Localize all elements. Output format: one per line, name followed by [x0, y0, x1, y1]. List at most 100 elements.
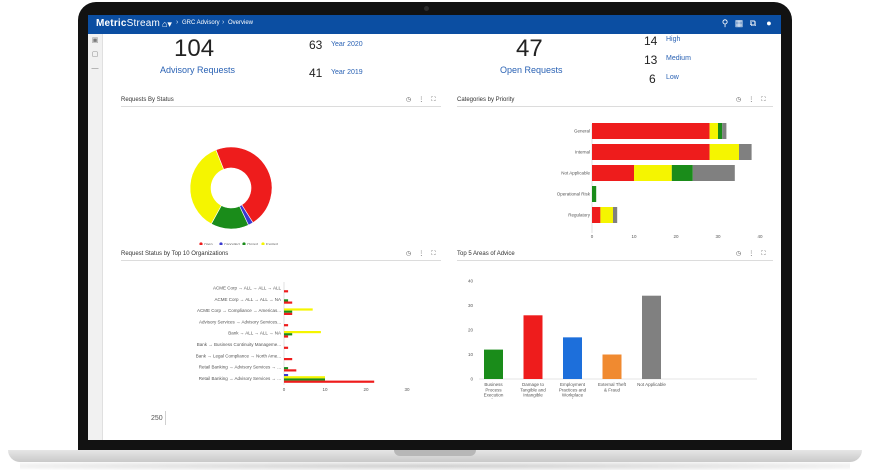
bar-internal-not-applicable	[739, 144, 752, 160]
high-priority-label[interactable]: High	[666, 36, 681, 43]
category-label-employment-practices-and-workplace-safety-2: Practices and	[559, 387, 587, 392]
category-label-8: Retail Banking → Advisory Services → ...	[199, 365, 281, 370]
bar-4-open	[284, 324, 289, 327]
history-icon[interactable]: ◷	[736, 97, 742, 103]
top-organizations-chart: ACME Corp → ALL → ALL → ALL ACME Corp → A…	[196, 282, 410, 392]
bar-damage-to-tangible-and-intangible-assets	[523, 315, 543, 379]
category-label-employment-practices-and-workplace-safety-1: Employment	[560, 382, 586, 387]
category-label-internal: Internal	[575, 150, 590, 155]
year-2020-label[interactable]: Year 2020	[331, 41, 363, 48]
bar-regulatory-not-applicable	[613, 207, 618, 223]
bar-5-expired	[284, 331, 321, 334]
panel-title: Request Status by Top 10 Organizations	[121, 251, 229, 257]
bar-not-applicable	[642, 295, 661, 379]
category-label-damage-to-tangible-and-intangible-assets-4: Assets	[526, 398, 540, 399]
medium-priority-count: 13	[644, 53, 658, 67]
more-icon[interactable]: ⋮	[748, 97, 755, 103]
footer-axis-line	[165, 411, 166, 425]
legend-label-expired: Expired	[266, 243, 278, 246]
bar-general-medium	[709, 123, 718, 139]
category-label-general: General	[574, 129, 590, 134]
chat-icon[interactable]: ▢	[91, 51, 99, 58]
category-label-external-theft-fraud-2: & Fraud	[604, 387, 621, 392]
bar-general-low	[718, 123, 723, 139]
user-icon[interactable]: ●	[766, 18, 772, 28]
category-label-9: Retail Banking → Advisory Services → ...	[199, 376, 281, 381]
y-tick-label-30: 30	[468, 303, 474, 308]
bar-1-open	[284, 290, 289, 293]
laptop-shadow	[20, 462, 850, 470]
x-tick-label-0: 0	[283, 387, 286, 392]
brand-logo[interactable]: MetricStream	[96, 18, 160, 29]
breadcrumb-grc-advisory[interactable]: GRC Advisory	[182, 20, 220, 26]
category-label-business-process-execution-failures-1: Business	[484, 382, 503, 387]
more-icon[interactable]: ⋮	[748, 251, 755, 257]
expand-icon[interactable]: ⛶	[761, 97, 766, 103]
menu-icon[interactable]: —	[91, 65, 99, 72]
bar-9-expired	[284, 376, 325, 379]
history-icon[interactable]: ◷	[736, 251, 742, 257]
category-label-damage-to-tangible-and-intangible-assets-3: Intangible	[523, 393, 543, 398]
category-label-not-applicable: Not Applicable	[561, 171, 590, 176]
legend-label-cancelled: Cancelled	[224, 243, 240, 246]
expand-icon[interactable]: ⛶	[431, 97, 436, 103]
high-priority-count: 14	[644, 34, 658, 48]
year-2019-label[interactable]: Year 2019	[331, 69, 363, 76]
layers-icon[interactable]: ▣	[91, 37, 99, 44]
calendar-icon[interactable]: ▦	[734, 18, 744, 28]
expand-icon[interactable]: ⛶	[431, 251, 436, 257]
search-icon[interactable]: ⚲	[721, 18, 729, 28]
expand-icon[interactable]: ⛶	[761, 251, 766, 257]
history-icon[interactable]: ◷	[406, 251, 412, 257]
copy-icon[interactable]: ⧉	[749, 18, 757, 28]
brand-name-suffix: Stream	[126, 18, 161, 29]
category-label-damage-to-tangible-and-intangible-assets-1: Damage to	[522, 382, 545, 387]
category-label-employment-practices-and-workplace-safety-4: Safety	[566, 398, 580, 399]
home-icon[interactable]: ⌂▾	[162, 19, 172, 29]
requests-by-status-chart: Open Cancelled Closed Expired	[189, 146, 278, 246]
legend-label-closed: Closed	[247, 243, 258, 246]
top-navigation-bar: MetricStream ⌂▾ › GRC Advisory › Overvie…	[88, 15, 781, 34]
bar-regulatory-medium	[600, 207, 613, 223]
low-priority-label[interactable]: Low	[666, 74, 679, 81]
bar-operational-risk-low	[592, 186, 597, 202]
bar-internal-medium	[709, 144, 739, 160]
categories-by-priority-chart: General Internal Not Applicable Operational…	[557, 123, 763, 239]
category-label-1: ACME Corp → ALL → ALL → ALL	[213, 286, 281, 291]
bar-9-open	[284, 380, 375, 383]
category-label-regulatory: Regulatory	[568, 213, 591, 218]
laptop-notch	[394, 450, 476, 456]
advisory-requests-label[interactable]: Advisory Requests	[160, 65, 236, 75]
year-2019-count: 41	[309, 66, 323, 80]
y-tick-label-40: 40	[468, 279, 474, 284]
bar-general-high	[592, 123, 710, 139]
category-label-external-theft-fraud-1: External Theft	[598, 382, 627, 387]
category-label-operational-risk: Operational Risk	[557, 192, 591, 197]
bar-not-applicable-high	[592, 165, 634, 181]
x-tick-label-10: 10	[322, 387, 328, 392]
more-icon[interactable]: ⋮	[418, 251, 425, 257]
bar-business-process-execution-failures	[484, 349, 503, 379]
panel-title: Categories by Priority	[457, 97, 515, 103]
category-label-damage-to-tangible-and-intangible-assets-2: Tangible and	[520, 387, 546, 392]
medium-priority-label[interactable]: Medium	[666, 55, 691, 62]
bar-internal-high	[592, 144, 710, 160]
breadcrumb-overview[interactable]: Overview	[228, 20, 254, 26]
history-icon[interactable]: ◷	[406, 97, 412, 103]
bar-3-closed	[284, 310, 293, 313]
more-icon[interactable]: ⋮	[418, 97, 425, 103]
bar-2-open	[284, 301, 293, 304]
open-requests-label[interactable]: Open Requests	[500, 65, 563, 75]
panel-toolbar: ◷ ⋮ ⛶	[729, 250, 765, 258]
laptop-base	[8, 450, 862, 462]
panel-title: Requests By Status	[121, 97, 174, 103]
bar-external-theft-fraud	[602, 354, 622, 379]
x-tick-label-40: 40	[757, 234, 763, 239]
legend-marker-expired	[261, 242, 265, 245]
bar-not-applicable-not-applicable	[692, 165, 735, 181]
bar-5-closed	[284, 333, 293, 336]
panel-toolbar: ◷ ⋮ ⛶	[399, 250, 435, 258]
category-label-6: Bank → Business Continuity Manageme...	[197, 342, 281, 347]
bar-5-open	[284, 335, 289, 338]
x-tick-label-30: 30	[715, 234, 721, 239]
